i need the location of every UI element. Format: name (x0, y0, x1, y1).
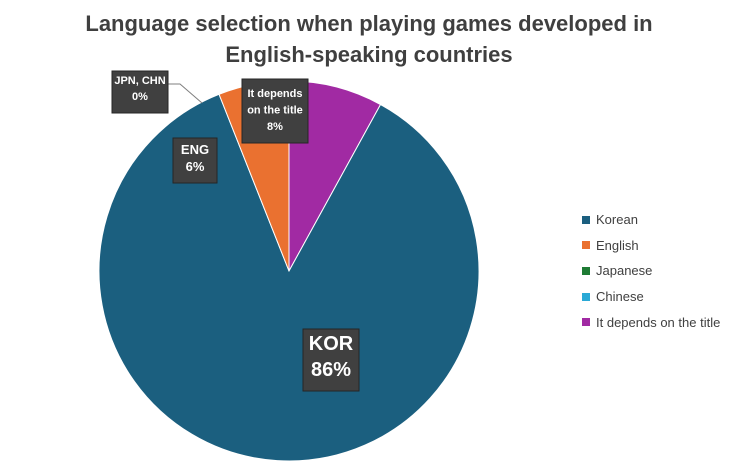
chart-title: Language selection when playing games de… (0, 8, 738, 70)
legend-label-chinese: Chinese (596, 289, 644, 305)
chart-legend: Korean English Japanese Chinese It depen… (582, 207, 732, 335)
legend-label-japanese: Japanese (596, 263, 653, 279)
legend-item-korean: Korean (582, 207, 732, 233)
legend-swatch-japanese (582, 266, 590, 275)
data-label-box-eng (172, 137, 218, 184)
legend-item-japanese: Japanese (582, 258, 732, 284)
legend-swatch-korean (582, 215, 590, 224)
legend-label-korean: Korean (596, 212, 638, 228)
chart-title-line-1: Language selection when playing games de… (85, 11, 653, 36)
data-label-text-kor-1: KOR (309, 333, 354, 355)
leader-line-jpn-chn (168, 83, 203, 104)
legend-label-depends: It depends on the title (596, 314, 721, 330)
data-label-text-depends-1: It depends (247, 88, 302, 100)
legend-item-english: English (582, 233, 732, 259)
chart-title-line-2: English-speaking countries (225, 42, 513, 67)
data-label-text-eng-2: 6% (186, 159, 205, 174)
data-label-text-depends-2: on the title (247, 105, 303, 117)
data-label-text-eng-1: ENG (181, 142, 209, 157)
data-label-eng: ENG 6% (172, 137, 218, 184)
pie-slice-korean (98, 93, 480, 462)
data-label-depends: It depends on the title 8% (241, 78, 309, 144)
data-label-text-jpn-chn-1: JPN, CHN (114, 75, 165, 87)
legend-swatch-english (582, 241, 590, 250)
data-label-kor: KOR 86% (302, 328, 360, 392)
legend-item-depends: It depends on the title (582, 309, 732, 335)
legend-swatch-chinese (582, 292, 590, 301)
data-label-text-depends-3: 8% (267, 121, 283, 133)
data-label-box-jpn-chn (111, 70, 169, 114)
data-label-text-jpn-chn-2: 0% (132, 91, 148, 103)
legend-label-english: English (596, 237, 639, 253)
data-label-box-depends (241, 78, 309, 144)
legend-item-chinese: Chinese (582, 284, 732, 310)
data-label-jpn-chn: JPN, CHN 0% (111, 70, 169, 114)
data-label-text-kor-2: 86% (311, 359, 351, 381)
legend-swatch-depends (582, 318, 590, 327)
data-label-box-kor (302, 328, 360, 392)
